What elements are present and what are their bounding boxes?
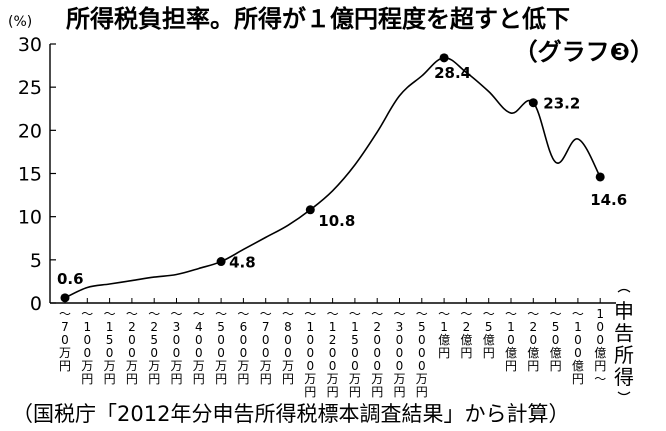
x-tick-label: 1 0 0 億円〜 bbox=[594, 307, 606, 386]
chart-title: 所得税負担率。所得が１億円程度を超すと低下 bbox=[66, 5, 570, 33]
chart-subtitle: （グラフ❸） bbox=[514, 38, 654, 66]
data-point-marker bbox=[439, 53, 449, 63]
x-tick-label: 〜 2 0 0 0 万円 bbox=[371, 307, 383, 399]
y-unit-label: (%) bbox=[8, 14, 32, 30]
x-tick-label: 〜 2 0 億円 bbox=[527, 307, 539, 373]
x-tick-label: 〜 2 0 0 万円 bbox=[126, 307, 138, 386]
x-axis-title-text: 申告所得 bbox=[614, 299, 634, 389]
y-tick-label: 0 bbox=[30, 293, 42, 315]
data-label: 4.8 bbox=[229, 254, 256, 272]
data-label: 10.8 bbox=[318, 212, 355, 230]
y-tick-label: 20 bbox=[18, 120, 42, 142]
data-point-marker bbox=[595, 172, 605, 182]
x-tick-label: 〜 1 0 億円 bbox=[505, 307, 517, 373]
x-tick-label: 〜 5 0 0 万円 bbox=[215, 307, 227, 386]
data-labels: 0.6 4.8 10.8 28.4 23.2 14.6 bbox=[57, 64, 627, 288]
x-axis-labels: 〜 7 0 万円〜 1 0 0 万円〜 1 5 0 万円〜 2 0 0 万円〜 2 5 0 万円〜 3 0 0 万円〜 4 0 0 万… bbox=[59, 307, 606, 399]
x-tick-label: 〜 3 0 0 0 万円 bbox=[393, 307, 405, 399]
x-tick-label: 〜 5 億円 bbox=[483, 307, 495, 360]
data-point-marker bbox=[216, 257, 226, 267]
x-tick-label: 〜 5 0 0 0 万円 bbox=[416, 307, 428, 399]
data-label: 28.4 bbox=[434, 64, 471, 82]
data-label: 23.2 bbox=[543, 95, 580, 113]
source-note: （国税庁「2012年分申告所得税標本調査結果」から計算） bbox=[12, 402, 569, 426]
x-tick-label: 〜 5 0 億円 bbox=[550, 307, 562, 373]
data-point-marker bbox=[60, 293, 70, 303]
y-tick-label: 15 bbox=[18, 164, 42, 186]
x-tick-label: 〜 1 2 0 0 万円 bbox=[327, 307, 339, 399]
y-tick-label: 25 bbox=[18, 77, 42, 99]
y-axis-ticks: 0 5 10 15 20 25 30 bbox=[18, 34, 56, 315]
x-tick-label: 〜 1 0 0 0 万円 bbox=[304, 307, 316, 399]
x-tick-label: 〜 7 0 万円 bbox=[59, 307, 71, 373]
x-tick-label: 〜 2 5 0 万円 bbox=[148, 307, 160, 386]
x-axis-title: 申告所得 bbox=[614, 288, 634, 396]
series-line bbox=[64, 57, 601, 299]
x-tick-label: 〜 1 0 0 万円 bbox=[81, 307, 93, 386]
x-tick-label: 〜 1 5 0 0 万円 bbox=[349, 307, 361, 399]
data-label: 14.6 bbox=[590, 191, 627, 209]
y-tick-label: 30 bbox=[18, 34, 42, 56]
x-tick-label: 〜 4 0 0 万円 bbox=[193, 307, 205, 386]
data-markers bbox=[60, 53, 605, 303]
data-label: 0.6 bbox=[57, 270, 84, 288]
x-tick-label: 〜 8 0 0 万円 bbox=[282, 307, 294, 386]
x-tick-label: 〜 6 0 0 万円 bbox=[237, 307, 249, 386]
data-point-marker bbox=[528, 98, 538, 108]
data-point-marker bbox=[305, 205, 315, 215]
x-tick-label: 〜 1 億円 bbox=[438, 307, 450, 360]
x-tick-label: 〜 1 0 0 億円 bbox=[572, 307, 584, 386]
x-tick-label: 〜 1 5 0 万円 bbox=[104, 307, 116, 386]
x-tick-label: 〜 7 0 0 万円 bbox=[260, 307, 272, 386]
x-tick-label: 〜 3 0 0 万円 bbox=[170, 307, 182, 386]
y-tick-label: 10 bbox=[18, 207, 42, 229]
axes bbox=[49, 44, 616, 304]
x-tick-label: 〜 2 億円 bbox=[460, 307, 472, 360]
y-tick-label: 5 bbox=[30, 250, 42, 272]
